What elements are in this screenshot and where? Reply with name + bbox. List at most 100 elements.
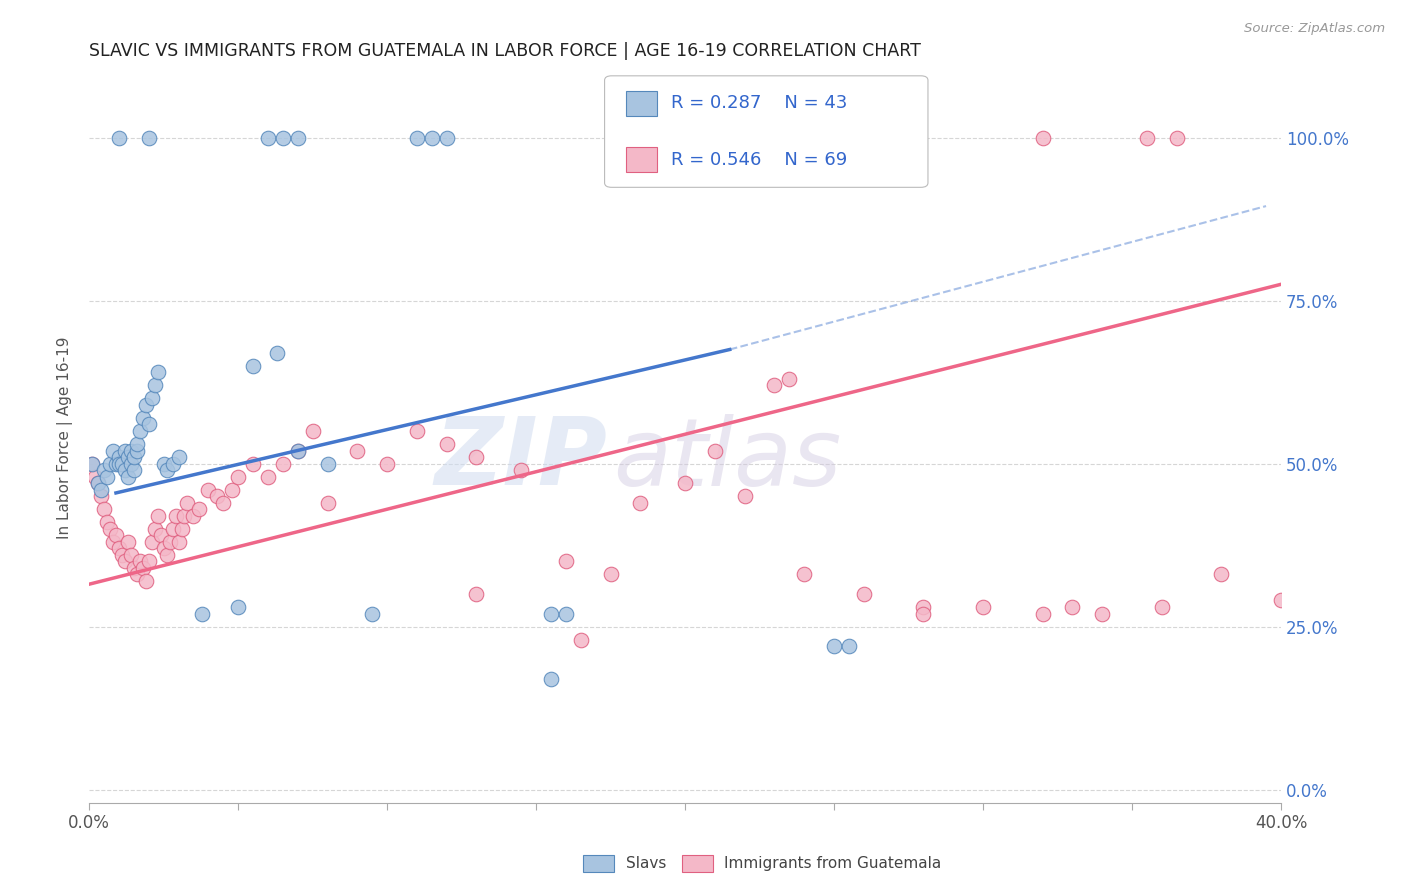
Point	[540, 607, 562, 621]
Point	[138, 554, 160, 568]
Point	[162, 522, 184, 536]
Point	[375, 457, 398, 471]
Point	[138, 130, 160, 145]
Point	[346, 443, 368, 458]
Point	[1166, 130, 1188, 145]
Text: R = 0.546    N = 69: R = 0.546 N = 69	[671, 151, 846, 169]
Point	[111, 548, 134, 562]
Point	[87, 476, 110, 491]
Point	[420, 130, 443, 145]
Point	[569, 632, 592, 647]
Point	[108, 457, 131, 471]
Point	[361, 607, 384, 621]
Point	[436, 130, 458, 145]
Point	[98, 522, 121, 536]
Point	[703, 443, 725, 458]
Point	[159, 534, 181, 549]
Point	[167, 534, 190, 549]
Point	[1136, 130, 1159, 145]
Point	[156, 463, 179, 477]
Point	[257, 469, 280, 483]
Point	[838, 639, 860, 653]
Point	[117, 450, 139, 464]
Point	[540, 672, 562, 686]
Point	[599, 567, 621, 582]
Point	[170, 522, 193, 536]
Point	[852, 587, 875, 601]
Point	[84, 469, 107, 483]
Point	[122, 463, 145, 477]
Point	[1150, 600, 1173, 615]
Point	[90, 483, 112, 497]
Point	[162, 457, 184, 471]
Y-axis label: In Labor Force | Age 16-19: In Labor Force | Age 16-19	[58, 336, 73, 539]
Point	[673, 476, 696, 491]
Point	[128, 424, 150, 438]
Point	[628, 496, 651, 510]
Point	[165, 508, 187, 523]
Point	[122, 561, 145, 575]
Point	[465, 587, 488, 601]
Point	[1211, 567, 1233, 582]
Point	[141, 534, 163, 549]
Point	[96, 469, 118, 483]
Point	[90, 489, 112, 503]
Point	[122, 450, 145, 464]
Point	[125, 567, 148, 582]
Point	[132, 411, 155, 425]
Point	[226, 469, 249, 483]
Point	[120, 443, 142, 458]
Point	[763, 378, 786, 392]
Point	[266, 345, 288, 359]
Point	[1032, 607, 1054, 621]
Point	[287, 130, 309, 145]
Point	[117, 534, 139, 549]
Point	[823, 639, 845, 653]
Point	[406, 424, 429, 438]
Point	[188, 502, 211, 516]
Point	[1032, 130, 1054, 145]
Point	[301, 424, 323, 438]
Point	[972, 600, 994, 615]
Point	[125, 443, 148, 458]
Text: R = 0.287    N = 43: R = 0.287 N = 43	[671, 95, 846, 112]
Point	[156, 548, 179, 562]
Point	[221, 483, 243, 497]
Point	[146, 365, 169, 379]
Text: SLAVIC VS IMMIGRANTS FROM GUATEMALA IN LABOR FORCE | AGE 16-19 CORRELATION CHART: SLAVIC VS IMMIGRANTS FROM GUATEMALA IN L…	[89, 42, 921, 60]
Point	[146, 508, 169, 523]
Point	[114, 463, 136, 477]
Point	[554, 554, 576, 568]
Point	[287, 443, 309, 458]
Point	[104, 528, 127, 542]
Point	[138, 417, 160, 432]
Point	[465, 450, 488, 464]
Point	[554, 607, 576, 621]
Point	[778, 372, 800, 386]
Point	[101, 443, 124, 458]
Point	[183, 508, 205, 523]
Point	[128, 554, 150, 568]
Point	[152, 541, 174, 556]
Point	[141, 392, 163, 406]
Point	[108, 541, 131, 556]
Point	[143, 522, 166, 536]
Point	[510, 463, 533, 477]
Point	[316, 457, 339, 471]
Point	[912, 600, 935, 615]
Text: Source: ZipAtlas.com: Source: ZipAtlas.com	[1244, 22, 1385, 36]
Point	[149, 528, 172, 542]
Point	[176, 496, 198, 510]
Point	[734, 489, 756, 503]
Point	[117, 469, 139, 483]
Point	[316, 496, 339, 510]
Point	[173, 508, 195, 523]
Point	[436, 437, 458, 451]
Point	[120, 457, 142, 471]
Point	[242, 457, 264, 471]
Point	[108, 130, 131, 145]
Point	[1062, 600, 1084, 615]
Point	[212, 496, 235, 510]
Point	[104, 457, 127, 471]
Point	[87, 476, 110, 491]
